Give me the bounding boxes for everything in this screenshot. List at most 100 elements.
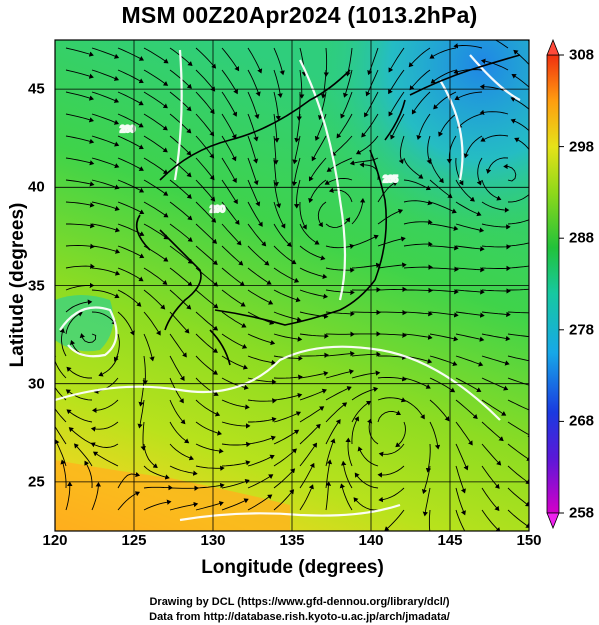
streamline: [221, 333, 248, 349]
streamline: [273, 429, 300, 445]
streamline: [481, 465, 500, 489]
streamline: [351, 416, 360, 445]
streamline: [143, 465, 170, 480]
streamline: [351, 370, 381, 379]
streamline: [117, 289, 142, 307]
streamline: [481, 311, 511, 318]
credit-data: Data from http://database.rish.kyoto-u.a…: [149, 611, 450, 623]
streamline: [65, 91, 94, 101]
streamline: [317, 201, 327, 228]
streamline: [513, 49, 529, 66]
streamline: [195, 69, 216, 92]
streamline: [426, 135, 432, 165]
streamline: [429, 377, 456, 393]
streamline: [455, 333, 485, 342]
credit-drawing: Drawing by DCL (https://www.gfd-dennou.o…: [149, 596, 450, 608]
streamline: [377, 397, 407, 403]
streamline: [429, 223, 459, 231]
streamline: [55, 408, 67, 423]
streamline: [325, 350, 355, 357]
streamline: [299, 423, 321, 445]
x-tick-label: 130: [200, 532, 226, 549]
streamline: [351, 234, 379, 247]
streamline: [429, 355, 458, 367]
streamline: [248, 416, 277, 423]
streamline: [403, 241, 433, 247]
streamline: [65, 135, 95, 144]
streamline: [195, 201, 217, 223]
streamline: [503, 163, 517, 182]
streamline: [117, 311, 135, 336]
streamline: [481, 355, 510, 366]
streamline: [273, 468, 296, 489]
streamline: [273, 69, 283, 98]
streamline: [314, 113, 327, 141]
streamline: [68, 427, 93, 445]
streamline: [143, 443, 158, 469]
streamline: [345, 437, 353, 467]
streamline: [351, 262, 381, 269]
streamline: [395, 421, 406, 448]
streamline: [247, 435, 276, 445]
streamline: [429, 201, 457, 214]
streamline: [195, 113, 215, 137]
streamline: [354, 472, 379, 489]
streamline: [273, 392, 303, 401]
streamline: [195, 399, 221, 417]
streamline: [247, 91, 260, 120]
streamline: [455, 201, 482, 217]
streamline: [273, 91, 281, 121]
colorbar-tick-label: 298: [569, 138, 595, 156]
streamline: [273, 333, 303, 342]
streamline: [247, 157, 259, 186]
streamline: [361, 113, 379, 138]
streamline: [143, 113, 168, 131]
streamline: [377, 376, 407, 382]
streamline: [480, 58, 509, 71]
streamline: [430, 69, 457, 84]
streamline: [195, 47, 217, 69]
streamline: [91, 91, 120, 103]
isotherms: 280 290 285: [55, 49, 521, 522]
streamline: [195, 421, 222, 436]
streamline: [91, 135, 120, 147]
streamline: [273, 201, 286, 229]
streamline: [291, 157, 301, 187]
streamline: [221, 135, 237, 162]
streamline: [507, 399, 529, 411]
streamline: [195, 482, 225, 489]
streamline: [117, 91, 144, 106]
streamline: [325, 369, 354, 379]
streamline: [507, 377, 529, 386]
streamline: [273, 267, 300, 283]
streamline: [247, 454, 275, 467]
streamline: [377, 181, 398, 203]
streamline: [421, 465, 431, 495]
streamline: [455, 267, 485, 273]
streamline: [481, 509, 501, 531]
streamline: [221, 498, 249, 511]
streamline: [377, 236, 406, 247]
contour-label: 280: [120, 124, 135, 134]
streamline: [91, 289, 120, 299]
streamline: [65, 243, 95, 249]
streamline: [325, 267, 355, 273]
streamline: [299, 333, 329, 339]
streamline: [55, 352, 67, 379]
streamline: [326, 157, 353, 172]
streamline: [308, 179, 327, 203]
streamline: [481, 223, 511, 230]
streamline: [221, 223, 242, 246]
streamline: [293, 179, 301, 209]
streamline: [351, 351, 381, 357]
streamline: [428, 509, 431, 531]
streamline: [221, 157, 237, 183]
streamline: [143, 311, 161, 336]
streamline: [339, 483, 353, 511]
streamline: [367, 418, 379, 445]
streamline: [311, 135, 327, 162]
streamline: [511, 74, 529, 88]
streamline: [66, 223, 95, 229]
contour-label: 290: [210, 204, 225, 214]
